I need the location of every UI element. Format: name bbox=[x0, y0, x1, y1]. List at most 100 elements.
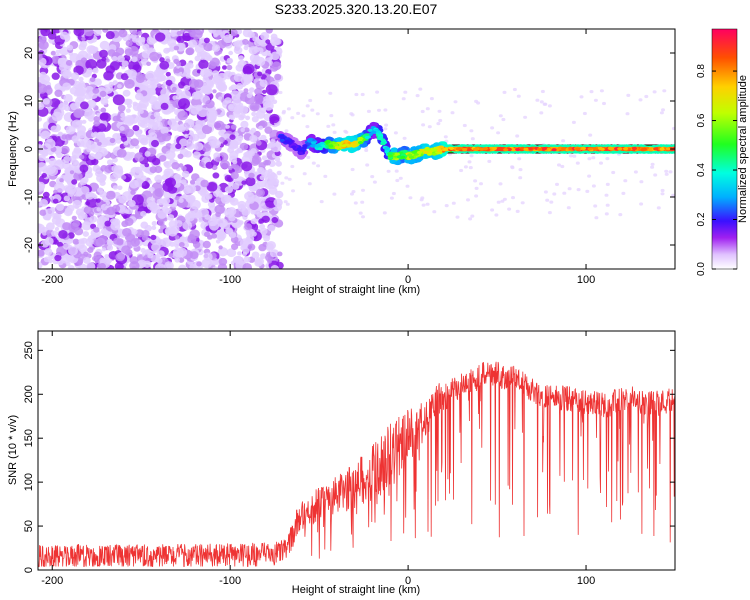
noise-blob bbox=[571, 120, 576, 124]
noise-blob bbox=[308, 98, 313, 103]
noise-blob bbox=[144, 163, 150, 168]
noise-blob bbox=[277, 251, 283, 257]
noise-blob bbox=[245, 115, 251, 121]
noise-blob bbox=[137, 119, 146, 127]
noise-blob bbox=[261, 155, 268, 161]
noise-blob bbox=[112, 185, 119, 190]
signal-blob-core bbox=[503, 148, 509, 152]
colorbar-tick-label-4: 0.8 bbox=[696, 64, 707, 78]
noise-blob bbox=[599, 89, 604, 93]
noise-blob bbox=[65, 125, 76, 135]
noise-blob bbox=[139, 36, 146, 43]
noise-blob bbox=[389, 196, 394, 200]
noise-blob bbox=[86, 147, 92, 153]
noise-blob bbox=[112, 115, 120, 122]
noise-blob bbox=[520, 201, 525, 205]
noise-blob bbox=[38, 52, 43, 61]
noise-blob bbox=[240, 127, 245, 133]
noise-blob bbox=[260, 74, 267, 80]
signal-blob-core bbox=[367, 128, 373, 132]
noise-blob bbox=[265, 29, 273, 34]
noise-blob bbox=[149, 51, 160, 62]
noise-blob bbox=[201, 258, 213, 269]
noise-blob bbox=[621, 191, 626, 195]
noise-blob bbox=[202, 240, 211, 249]
noise-blob bbox=[156, 250, 165, 258]
noise-blob bbox=[99, 112, 109, 121]
noise-blob bbox=[154, 174, 163, 183]
noise-blob bbox=[257, 71, 263, 77]
noise-blob bbox=[132, 125, 140, 132]
signal-blob-core bbox=[384, 146, 390, 150]
noise-blob bbox=[130, 238, 140, 247]
noise-blob bbox=[46, 216, 51, 221]
noise-blob bbox=[287, 177, 292, 181]
noise-blob bbox=[85, 59, 98, 70]
noise-blob bbox=[227, 165, 233, 171]
noise-blob bbox=[174, 257, 181, 263]
signal-blob-core bbox=[364, 135, 370, 140]
noise-blob bbox=[131, 56, 138, 63]
noise-blob bbox=[177, 81, 186, 89]
noise-blob bbox=[664, 169, 669, 173]
spectrogram-y-label: Frequency (Hz) bbox=[7, 111, 19, 187]
signal-blob-core bbox=[523, 147, 529, 151]
noise-blob bbox=[67, 190, 74, 197]
noise-blob bbox=[259, 223, 266, 230]
chart-title: S233.2025.320.13.20.E07 bbox=[275, 1, 438, 17]
noise-blob bbox=[42, 191, 50, 198]
signal-blob-core bbox=[381, 139, 387, 143]
noise-blob bbox=[149, 166, 157, 174]
noise-blob bbox=[151, 221, 157, 226]
noise-blob bbox=[443, 135, 448, 139]
noise-blob bbox=[200, 179, 209, 188]
noise-blob bbox=[199, 161, 205, 167]
noise-blob bbox=[427, 125, 432, 129]
noise-blob bbox=[183, 85, 191, 91]
noise-blob bbox=[147, 77, 156, 85]
noise-blob bbox=[245, 176, 256, 187]
noise-blob bbox=[68, 246, 78, 256]
noise-blob bbox=[284, 176, 289, 180]
noise-blob bbox=[650, 165, 655, 169]
signal-blob-core bbox=[380, 142, 386, 146]
noise-blob bbox=[660, 192, 665, 196]
snr-background bbox=[38, 331, 675, 570]
noise-blob bbox=[96, 207, 101, 212]
noise-blob bbox=[69, 170, 75, 175]
noise-blob bbox=[205, 193, 213, 200]
spectrogram-x-tick-label-2: 0 bbox=[405, 274, 411, 286]
noise-blob bbox=[275, 160, 282, 167]
noise-blob bbox=[41, 173, 47, 178]
noise-blob bbox=[132, 37, 138, 43]
noise-blob bbox=[79, 179, 88, 186]
noise-blob bbox=[151, 139, 159, 148]
spectrogram-y-tick-label-1: -10 bbox=[23, 189, 35, 205]
noise-blob bbox=[218, 257, 228, 266]
noise-blob bbox=[39, 71, 47, 79]
noise-blob bbox=[177, 153, 184, 159]
noise-blob bbox=[284, 129, 289, 133]
noise-blob bbox=[271, 41, 277, 47]
noise-blob bbox=[125, 108, 131, 113]
noise-blob bbox=[126, 103, 132, 109]
noise-blob bbox=[70, 72, 80, 80]
noise-blob bbox=[85, 201, 90, 206]
noise-blob bbox=[161, 84, 167, 89]
signal-blob-core bbox=[580, 146, 587, 150]
noise-blob bbox=[99, 180, 106, 186]
noise-blob bbox=[243, 45, 249, 51]
noise-blob bbox=[215, 239, 221, 244]
noise-blob bbox=[182, 221, 193, 231]
noise-blob bbox=[131, 30, 138, 36]
noise-blob bbox=[425, 107, 430, 111]
noise-blob bbox=[226, 57, 234, 64]
noise-blob bbox=[111, 204, 121, 213]
signal-blob-core bbox=[437, 148, 443, 152]
colorbar-tick-label-3: 0.6 bbox=[696, 113, 707, 127]
noise-blob bbox=[99, 190, 107, 198]
noise-blob bbox=[625, 112, 630, 116]
noise-blob bbox=[258, 125, 264, 130]
noise-blob bbox=[365, 163, 370, 167]
noise-blob bbox=[547, 211, 552, 215]
